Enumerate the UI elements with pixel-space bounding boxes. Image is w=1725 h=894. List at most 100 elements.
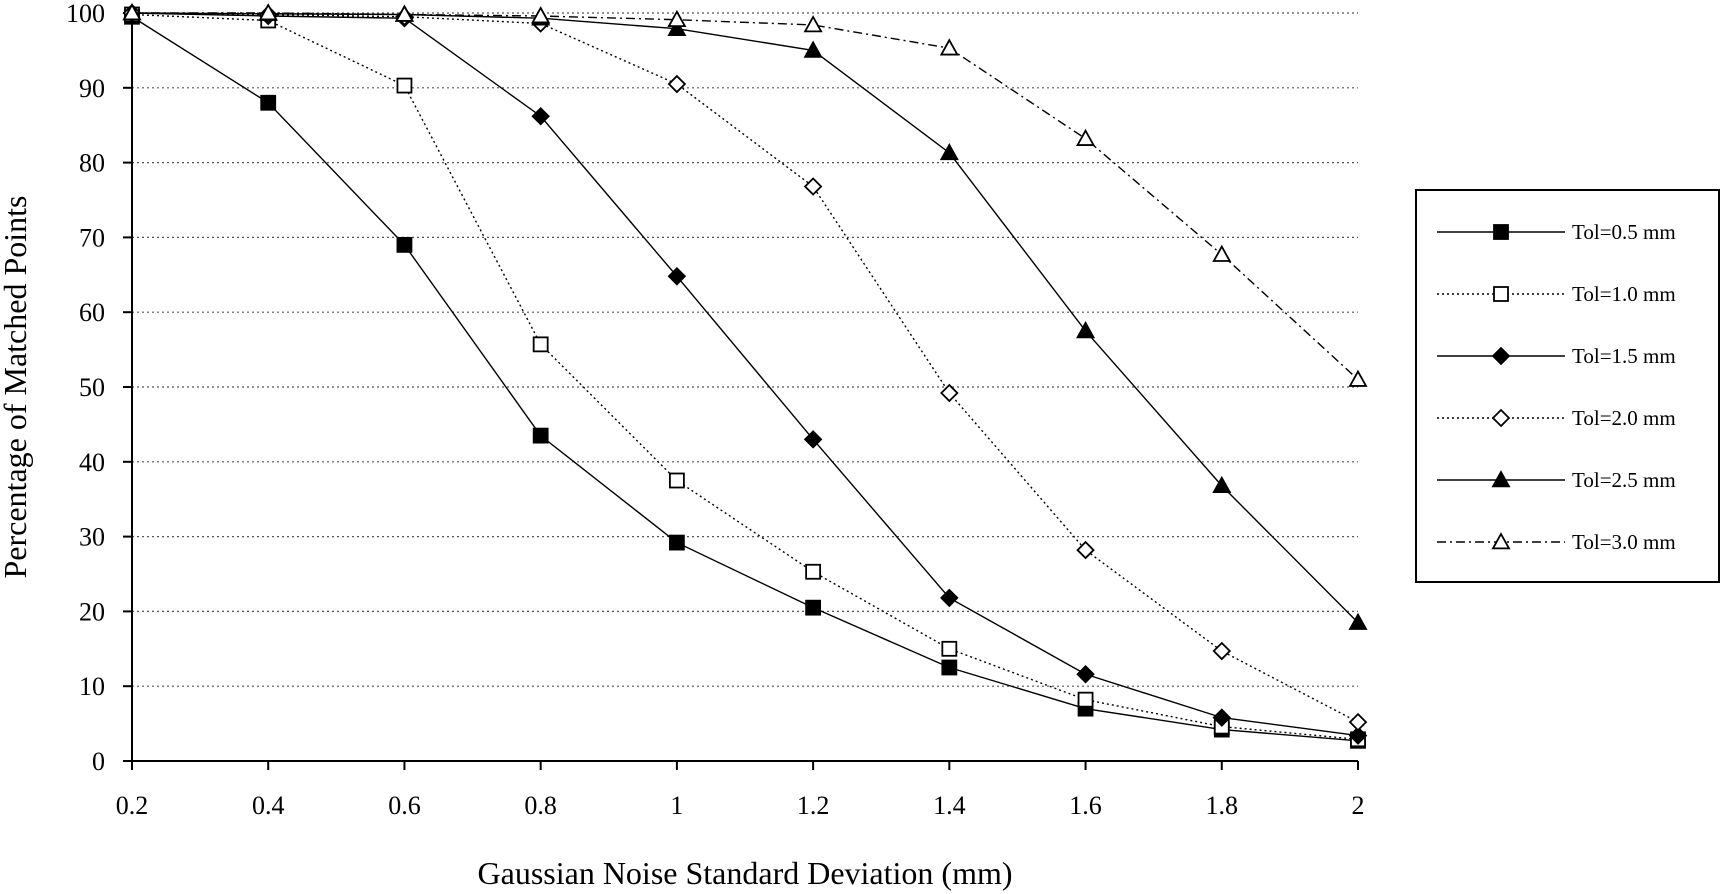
data-point: [532, 427, 549, 444]
data-point: [941, 659, 958, 676]
data-point: [803, 40, 823, 58]
data-point: [941, 640, 958, 657]
data-point: [1212, 244, 1232, 262]
legend-label: Tol=2.0 mm: [1572, 406, 1676, 430]
data-point: [805, 599, 822, 616]
legend-entry: Tol=0.5 mm: [1437, 220, 1676, 244]
x-tick-label: 1.6: [1069, 791, 1102, 820]
y-tick-label: 50: [79, 373, 105, 402]
legend-entry: Tol=2.5 mm: [1437, 468, 1676, 492]
data-point: [1076, 540, 1095, 560]
data-point: [939, 38, 959, 56]
data-point: [1348, 612, 1368, 630]
y-tick-label: 100: [66, 0, 105, 28]
series-layer: [122, 3, 1368, 749]
x-tick-label: 0.8: [524, 791, 557, 820]
series: [122, 3, 1368, 732]
y-tick-label: 40: [79, 448, 105, 477]
data-point: [260, 94, 277, 111]
series-line: [132, 12, 1359, 381]
series-line: [131, 12, 1359, 624]
x-ticks: 0.2 0.4 0.6 0.8 1 1.2 1.4 1.6 1.8 2: [116, 761, 1365, 820]
data-point: [396, 77, 413, 94]
data-point: [940, 383, 959, 403]
series-line: [131, 12, 1359, 737]
x-tick-label: 1.2: [797, 791, 830, 820]
legend-marker: [1493, 286, 1509, 302]
data-point: [667, 9, 687, 28]
x-tick-label: 0.4: [252, 791, 285, 820]
series: [124, 6, 1366, 748]
legend-entry: Tol=3.0 mm: [1437, 530, 1676, 554]
data-point: [396, 236, 413, 253]
legend-label: Tol=2.5 mm: [1572, 468, 1676, 492]
data-point: [1212, 708, 1232, 727]
series-line: [131, 12, 1359, 723]
series: [122, 3, 1368, 630]
x-tick-label: 0.2: [116, 791, 149, 820]
data-point: [1348, 726, 1368, 745]
y-tick-label: 80: [79, 149, 105, 178]
legend-box: [1415, 189, 1720, 583]
data-point: [122, 3, 142, 21]
series-line: [131, 16, 1359, 742]
data-point: [531, 6, 551, 24]
legend-label: Tol=3.0 mm: [1572, 530, 1676, 554]
data-point: [803, 177, 823, 196]
data-point: [1076, 321, 1096, 339]
legend: Tol=0.5 mm Tol=1.0 mm Tol=1.5 mm Tol=2.0 mm…: [1415, 189, 1720, 583]
legend-marker: [1493, 224, 1509, 240]
x-tick-label: 2: [1352, 791, 1365, 820]
y-tick-label: 90: [79, 74, 105, 103]
data-point: [667, 18, 687, 37]
series: [122, 3, 1368, 387]
data-point: [1077, 691, 1094, 708]
y-tick-label: 60: [79, 298, 105, 327]
legend-label: Tol=1.5 mm: [1572, 344, 1676, 368]
data-point: [940, 588, 959, 608]
x-axis-title: Gaussian Noise Standard Deviation (mm): [478, 855, 1013, 891]
legend-entry: Tol=2.0 mm: [1437, 406, 1676, 430]
y-tick-label: 70: [79, 223, 105, 252]
data-point: [532, 336, 549, 353]
legend-marker: [1491, 470, 1511, 488]
x-tick-label: 1.4: [933, 791, 966, 820]
data-point: [1212, 475, 1232, 494]
data-point: [1212, 641, 1232, 661]
data-point: [803, 15, 823, 33]
x-tick-label: 1: [670, 791, 683, 820]
legend-marker: [1491, 532, 1511, 550]
data-point: [531, 106, 550, 126]
series-line: [131, 13, 1359, 741]
data-point: [805, 563, 822, 580]
data-point: [668, 472, 685, 489]
data-point: [1076, 128, 1096, 146]
data-point: [667, 74, 687, 94]
series: [122, 3, 1368, 745]
x-tick-label: 0.6: [388, 791, 421, 820]
legend-marker: [1491, 346, 1511, 366]
data-point: [258, 3, 278, 21]
y-tick-label: 0: [92, 747, 105, 776]
legend-label: Tol=0.5 mm: [1572, 220, 1676, 244]
y-tick-label: 10: [79, 672, 105, 701]
data-point: [803, 430, 823, 449]
axes: [131, 13, 1358, 762]
data-point: [1348, 712, 1368, 732]
legend-marker: [1491, 408, 1511, 428]
data-point: [667, 267, 687, 286]
data-point: [1348, 369, 1368, 387]
y-ticks: 0 10 20 30 40 50 60 70 80 90 100: [66, 0, 132, 776]
legend-label: Tol=1.0 mm: [1572, 282, 1676, 306]
legend-entry: Tol=1.0 mm: [1437, 282, 1676, 306]
data-point: [1076, 664, 1095, 684]
legend-entry: Tol=1.5 mm: [1437, 344, 1676, 368]
data-point: [668, 534, 685, 551]
data-point: [939, 143, 959, 161]
y-tick-label: 30: [79, 523, 105, 552]
y-axis-title: Percentage of Matched Points: [0, 196, 33, 579]
x-tick-label: 1.8: [1206, 791, 1239, 820]
grid-lines: [132, 12, 1358, 687]
y-tick-label: 20: [79, 597, 105, 626]
